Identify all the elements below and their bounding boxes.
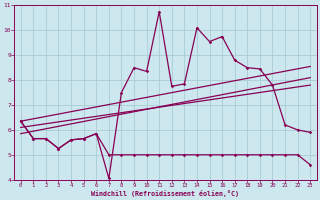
- X-axis label: Windchill (Refroidissement éolien,°C): Windchill (Refroidissement éolien,°C): [92, 190, 239, 197]
